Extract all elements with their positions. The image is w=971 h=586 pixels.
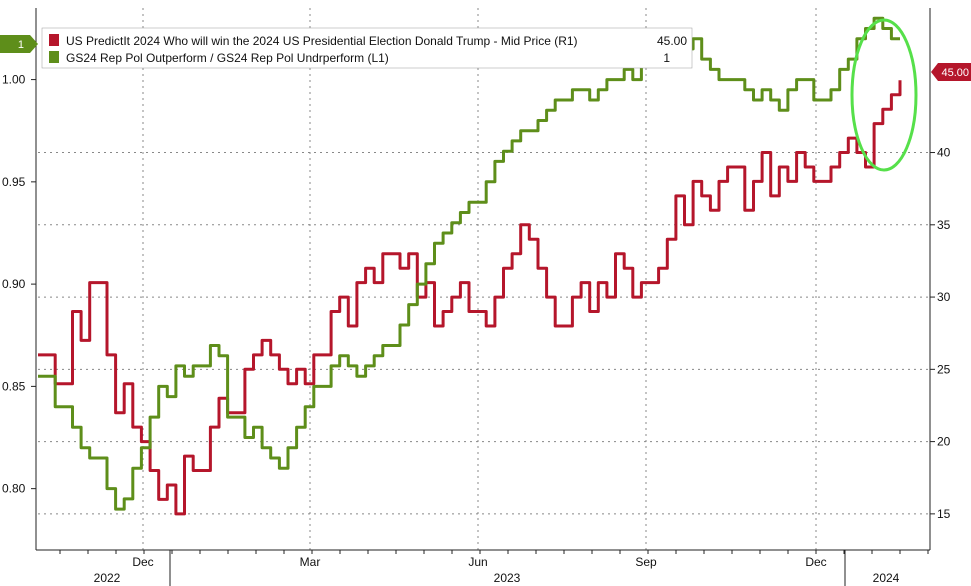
series-line-gs24-ratio bbox=[38, 16, 900, 511]
left-value-badge: 1 bbox=[0, 35, 38, 53]
right-badge-shape bbox=[931, 63, 971, 81]
x-tick-label: Dec bbox=[132, 555, 153, 569]
x-tick-label: Mar bbox=[300, 555, 321, 569]
legend: US PredictIt 2024 Who will win the 2024 … bbox=[41, 27, 693, 69]
left-badge-value: 1 bbox=[18, 39, 24, 51]
left-tick-label: 0.80 bbox=[2, 482, 26, 496]
right-value-badge: 45.00 bbox=[931, 63, 971, 81]
x-tick-label: Sep bbox=[635, 555, 657, 569]
right-tick-label: 15 bbox=[937, 507, 951, 521]
legend-value-gs24: 1 bbox=[663, 51, 670, 65]
x-tick-label: Dec bbox=[805, 555, 826, 569]
year-label: 2023 bbox=[494, 571, 521, 585]
left-tick-label: 0.95 bbox=[2, 175, 26, 189]
right-tick-label: 30 bbox=[937, 290, 951, 304]
right-tick-label: 35 bbox=[937, 218, 951, 232]
right-tick-label: 25 bbox=[937, 362, 951, 376]
year-label: 2024 bbox=[873, 571, 900, 585]
right-tick-label: 20 bbox=[937, 435, 951, 449]
left-axis-ticks: 0.80 0.85 0.90 0.95 1.00 bbox=[2, 73, 36, 496]
right-badge-value: 45.00 bbox=[941, 67, 969, 79]
grid-lines bbox=[38, 8, 930, 550]
legend-swatch-gs24 bbox=[49, 51, 59, 63]
legend-value-trump: 45.00 bbox=[657, 34, 687, 48]
right-axis-ticks: 15 20 25 30 35 40 bbox=[930, 146, 951, 521]
legend-box bbox=[41, 27, 693, 69]
left-tick-label: 0.85 bbox=[2, 379, 26, 393]
left-tick-label: 0.90 bbox=[2, 277, 26, 291]
series-line-trump-mid-price bbox=[38, 80, 902, 516]
legend-label-gs24: GS24 Rep Pol Outperform / GS24 Rep Pol U… bbox=[66, 51, 389, 65]
highlight-ellipse bbox=[850, 18, 918, 172]
plot-frame bbox=[35, 8, 931, 551]
x-tick-label: Jun bbox=[468, 555, 487, 569]
x-axis-ticks: Dec Mar Jun Sep Dec 2022 2023 2024 bbox=[59, 550, 929, 586]
year-label: 2022 bbox=[94, 571, 121, 585]
legend-label-trump: US PredictIt 2024 Who will win the 2024 … bbox=[66, 34, 578, 48]
series-lines bbox=[38, 16, 902, 516]
left-badge-shape bbox=[0, 35, 38, 53]
right-tick-label: 40 bbox=[937, 146, 951, 160]
left-tick-label: 1.00 bbox=[2, 73, 26, 87]
legend-swatch-trump bbox=[49, 34, 59, 46]
